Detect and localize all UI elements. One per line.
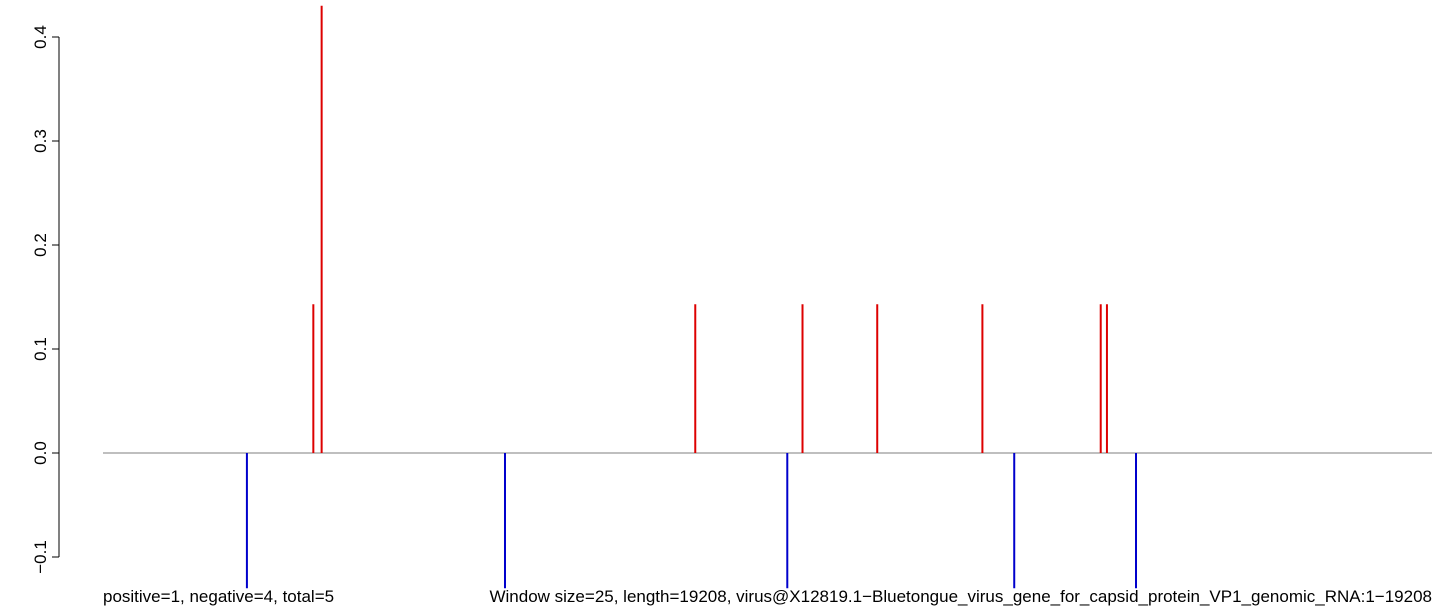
y-tick-label-4: 0.3 xyxy=(31,129,50,153)
spike-bars xyxy=(245,5,1138,589)
caption-left: positive=1, negative=4, total=5 xyxy=(103,587,334,606)
y-tick-label-5: 0.4 xyxy=(31,25,50,49)
y-tick-label-3: 0.2 xyxy=(31,233,50,257)
y-tick-label-2: 0.1 xyxy=(31,337,50,361)
y-tick-label-0: −0.1 xyxy=(31,540,50,574)
caption-center: Window size=25, length=19208, virus@X128… xyxy=(489,587,1432,606)
plot-area xyxy=(103,5,1432,589)
y-axis: −0.1 0.0 0.1 0.2 0.3 0.4 xyxy=(31,25,60,574)
y-tick-label-1: 0.0 xyxy=(31,441,50,465)
